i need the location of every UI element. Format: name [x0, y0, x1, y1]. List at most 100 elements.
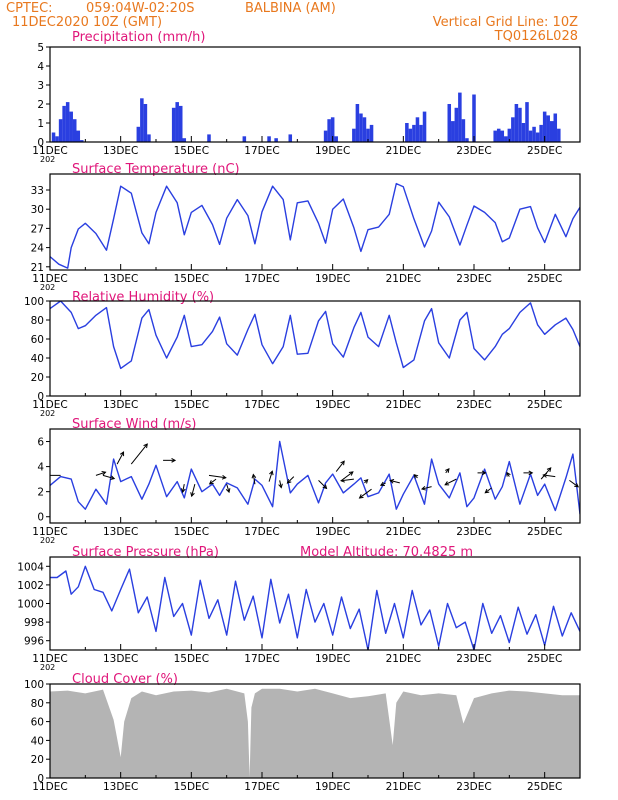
plot-area-precip [51, 92, 561, 142]
wind-arrow-head [574, 482, 580, 488]
wind-arrow-head [484, 488, 490, 494]
y-tick-label: 60 [31, 717, 44, 729]
wind-arrow-shaft [444, 478, 457, 486]
wind-arrow-head [278, 483, 283, 489]
x-tick-label: 25DEC [527, 273, 562, 285]
precip-bar [507, 128, 512, 142]
wind-arrow-shaft [191, 484, 196, 497]
panel-subtitle-pressure: Model Altitude: 70.4825 m [300, 545, 473, 560]
precip-bar [175, 102, 179, 142]
x-year-stub: 202 [40, 283, 55, 292]
panel-cloud: Cloud Cover (%) 0 20 40 60 80 100 11DEC 13DEC 15D… [24, 672, 581, 793]
x-tick-label: 13DEC [103, 273, 138, 285]
panel-frame-precip [49, 46, 581, 143]
x-tick-label: 15DEC [174, 653, 209, 665]
series-line-rh [50, 301, 580, 370]
precip-bar [288, 134, 293, 142]
precip-bar [80, 140, 84, 142]
panel-title-temp: Surface Temperature (nC) [72, 162, 240, 177]
header-run-code: TQ0126L028 [494, 29, 578, 44]
wind-arrow-head [420, 485, 426, 491]
precip-bar [76, 130, 81, 142]
wind-arrow-head [110, 475, 116, 480]
precip-bar [504, 136, 508, 142]
x-tick-label: 17DEC [244, 145, 279, 157]
precip-bar [405, 123, 409, 142]
wind-arrow [484, 487, 492, 494]
x-tick-label: 23DEC [456, 273, 491, 285]
wind-arrow-head [322, 484, 328, 490]
x-tick-label: 15DEC [174, 526, 209, 538]
wind-arrow-head [481, 470, 487, 476]
wind-arrow [420, 485, 432, 491]
x-tick-label: 23DEC [456, 526, 491, 538]
x-tick-label: 15DEC [174, 399, 209, 411]
precip-bar [274, 138, 278, 142]
plot-area-rh [50, 301, 580, 370]
wind-arrow-head [119, 451, 125, 457]
precip-bar [465, 138, 469, 142]
y-tick-label: 21 [31, 262, 44, 274]
wind-arrow-shaft [116, 451, 124, 465]
wind-arrow [342, 471, 354, 480]
wind-arrow [318, 480, 328, 490]
wind-arrow [506, 471, 511, 477]
wind-arrow-shaft [279, 480, 282, 488]
y-tick-label: 20 [31, 754, 44, 766]
wind-arrow [569, 479, 580, 488]
wind-arrow-head [269, 470, 274, 476]
wind-arrow-shaft [102, 474, 115, 480]
y-tick-label: 2 [37, 487, 44, 499]
precip-bar [72, 119, 77, 142]
y-tick-label: 100 [24, 679, 44, 691]
wind-arrow-shaft [252, 474, 256, 485]
x-tick-label: 23DEC [456, 653, 491, 665]
wind-arrow [225, 484, 231, 494]
x-tick-label: 11DEC [32, 273, 67, 285]
precip-bar [355, 104, 360, 142]
precip-bar [525, 102, 529, 142]
wind-arrow [477, 470, 487, 476]
x-tick-label: 17DEC [244, 526, 279, 538]
x-tick-label: 13DEC [103, 653, 138, 665]
wind-arrow-head [225, 488, 231, 494]
precip-bar [461, 119, 466, 142]
wind-arrow-head [286, 479, 292, 484]
precip-bar [323, 130, 328, 142]
wind-arrow-head [528, 470, 534, 476]
wind-arrow [102, 474, 116, 480]
wind-arrow [389, 479, 400, 484]
precip-bar [62, 105, 66, 142]
y-tick-label: 60 [31, 334, 44, 346]
plot-area-wind [50, 440, 580, 515]
precip-bar [518, 107, 522, 142]
wind-arrow-head [101, 470, 107, 476]
y-tick-label: 0 [37, 512, 44, 524]
wind-arrow [445, 468, 450, 474]
precip-bar [147, 134, 151, 142]
panel-frame-cloud [49, 683, 581, 779]
precip-bar [51, 132, 56, 142]
wind-arrow [130, 443, 148, 465]
x-tick-label: 17DEC [244, 399, 279, 411]
y-tick-label: 1 [37, 118, 44, 130]
wind-arrow [335, 460, 345, 472]
wind-arrow [379, 481, 386, 486]
panel-temp: Surface Temperature (nC) 21 24 27 30 33 11DEC 1… [31, 162, 581, 292]
x-tick-label: 19DEC [315, 781, 350, 793]
x-tick-label: 21DEC [386, 399, 421, 411]
wind-arrow [358, 488, 372, 499]
precip-bar [472, 94, 476, 142]
y-tick-label: 1002 [17, 580, 44, 592]
wind-arrow-head [348, 471, 354, 476]
wind-arrow [180, 484, 186, 494]
wind-arrow-head [340, 460, 345, 466]
precip-bar [69, 111, 73, 142]
wind-arrow [413, 473, 419, 479]
x-tick-label: 21DEC [386, 781, 421, 793]
precip-bar [359, 113, 363, 142]
cloud-area [50, 688, 580, 778]
header-source: CPTEC: [6, 1, 53, 16]
x-year-stub: 202 [40, 155, 55, 164]
plot-area-temp [50, 182, 580, 269]
